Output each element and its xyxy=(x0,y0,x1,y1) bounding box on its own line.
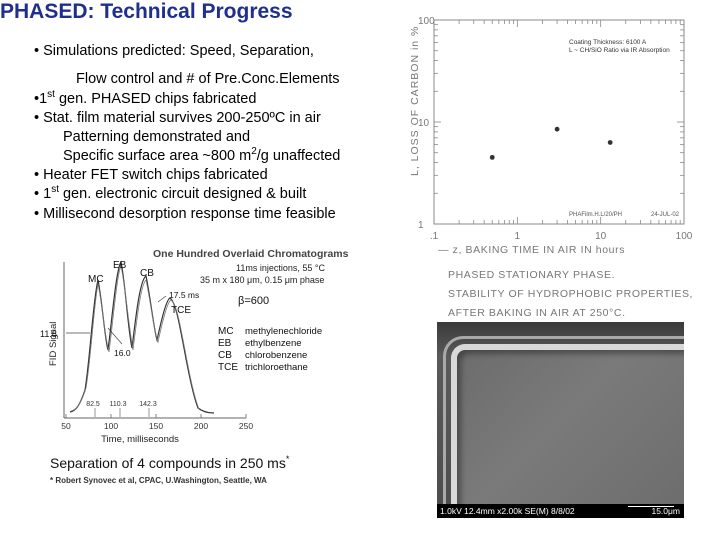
data-point xyxy=(607,140,613,145)
plot-ticks xyxy=(433,20,684,225)
retention-label: 82.5 xyxy=(86,401,100,408)
bullet-item: • Stat. film material survives 200-250ºC… xyxy=(34,110,321,126)
legend-name: chlorobenzene xyxy=(245,350,307,361)
bullet-item: • Simulations predicted: Speed, Separati… xyxy=(34,43,314,59)
compound-legend: MC methylenechloride EB ethylbenzene CB … xyxy=(218,326,322,373)
x-tick-label: .1 xyxy=(430,231,439,242)
y-marker-label: 11.8 xyxy=(40,329,57,339)
chromatogram-trace xyxy=(69,260,215,414)
chromatogram-condition: 11ms injections, 55 °C xyxy=(236,263,325,273)
y-tick-label: 1 xyxy=(418,220,424,231)
chromatogram-condition: 35 m x 180 μm, 0.15 μm phase xyxy=(200,275,324,285)
bullet-continuation: Patterning demonstrated and xyxy=(63,129,251,145)
annotation-pointer xyxy=(107,327,123,345)
bullet-continuation: Flow control and # of Pre.Conc.Elements xyxy=(76,71,340,87)
retention-label: 142.3 xyxy=(139,401,157,408)
peak-label-eb: EB xyxy=(113,260,127,271)
plot-annotation: L ~ CH/SiO Ratio via IR Absorption xyxy=(569,47,670,54)
legend-abbr: EB xyxy=(218,338,232,349)
plot-footer: PHAFilm.H.L/20/PH xyxy=(569,212,622,218)
chromatogram-title: One Hundred Overlaid Chromatograms xyxy=(153,248,349,260)
peak-label-cb: CB xyxy=(140,268,154,279)
bullet-item: • Heater FET switch chips fabricated xyxy=(34,167,268,183)
plot-annotation: Coating Thickness: 6100 A xyxy=(569,39,647,46)
x-axis-label: Time, milliseconds xyxy=(101,434,179,445)
sem-micrograph: 1.0kV 12.4mm x2.00k SE(M) 8/8/02 15.0μm xyxy=(437,322,684,518)
bullet-item: • 1st gen. electronic circuit designed &… xyxy=(34,184,307,202)
svg-text:L, LOSS OF CARBON in %: L, LOSS OF CARBON in % xyxy=(409,26,421,176)
x-tick-label: 100 xyxy=(104,421,118,431)
sem-trench-edge xyxy=(443,336,684,518)
y-tick-label: 10 xyxy=(418,118,430,129)
data-point xyxy=(554,126,560,132)
x-tick-label: 50 xyxy=(61,421,71,431)
x-axis-ticks xyxy=(65,414,247,418)
x-tick-label: 150 xyxy=(149,421,163,431)
x-tick-label: 200 xyxy=(194,421,208,431)
chromatogram-caption: Separation of 4 compounds in 250 ms* xyxy=(50,454,290,471)
sem-film-block xyxy=(451,344,684,518)
x-tick-label: 100 xyxy=(676,231,693,242)
legend-abbr: TCE xyxy=(218,362,238,373)
sem-scale-bar xyxy=(628,506,674,507)
annotation-17-5: 17.5 ms xyxy=(169,290,199,300)
chromatogram-footnote: * Robert Synovec et al, CPAC, U.Washingt… xyxy=(50,476,267,485)
sem-info-bar: 1.0kV 12.4mm x2.00k SE(M) 8/8/02 15.0μm xyxy=(437,504,684,518)
carbon-loss-plot: L, LOSS OF CARBON in % 100 10 1 .1 1 10 … xyxy=(409,16,693,319)
plot-footer: 24-JUL-02 xyxy=(651,212,680,218)
sem-info: 1.0kV 12.4mm x2.00k SE(M) 8/8/02 xyxy=(440,506,575,516)
x-tick-label: 1 xyxy=(515,231,521,242)
legend-name: methylenechloride xyxy=(245,326,322,337)
legend-name: trichloroethane xyxy=(245,362,308,373)
bullet-item: • Millisecond desorption response time f… xyxy=(34,206,336,222)
data-point xyxy=(489,154,495,160)
legend-name: ethylbenzene xyxy=(245,338,302,349)
x-tick-label: 250 xyxy=(239,421,253,431)
carbon-caption-line: AFTER BAKING IN AIR AT 250°C. xyxy=(448,307,626,319)
y-axis-label: FID Signal xyxy=(48,322,59,366)
peak-label-tce: TCE xyxy=(171,305,191,316)
peak-label-mc: MC xyxy=(88,274,104,285)
legend-abbr: CB xyxy=(218,350,232,361)
slide-title: PHASED: Technical Progress xyxy=(0,0,293,23)
carbon-y-label: L, LOSS OF CARBON in % xyxy=(409,26,421,176)
chromatogram-figure: One Hundred Overlaid Chromatograms 11ms … xyxy=(40,248,349,485)
retention-label: 110.3 xyxy=(110,401,127,408)
legend-abbr: MC xyxy=(218,326,234,337)
chromatogram-trace-overlay xyxy=(70,264,200,412)
annotation-pointer xyxy=(157,295,167,303)
sem-scale-label: 15.0μm xyxy=(651,506,680,516)
carbon-caption-line: STABILITY OF HYDROPHOBIC PROPERTIES, xyxy=(448,288,693,300)
bullet-continuation: Specific surface area ~800 m2/g unaffect… xyxy=(63,146,341,164)
carbon-x-label: — z, BAKING TIME IN AIR IN hours xyxy=(438,244,625,256)
carbon-caption-line: PHASED STATIONARY PHASE. xyxy=(448,269,615,281)
y-tick-label: 100 xyxy=(418,16,435,27)
bullet-item: •1st gen. PHASED chips fabricated xyxy=(34,89,257,107)
retention-markers xyxy=(94,408,150,417)
plot-points xyxy=(489,126,613,160)
beta-label: β=600 xyxy=(238,295,269,307)
annotation-16-0: 16.0 xyxy=(114,348,131,358)
x-tick-label: 10 xyxy=(595,231,607,242)
